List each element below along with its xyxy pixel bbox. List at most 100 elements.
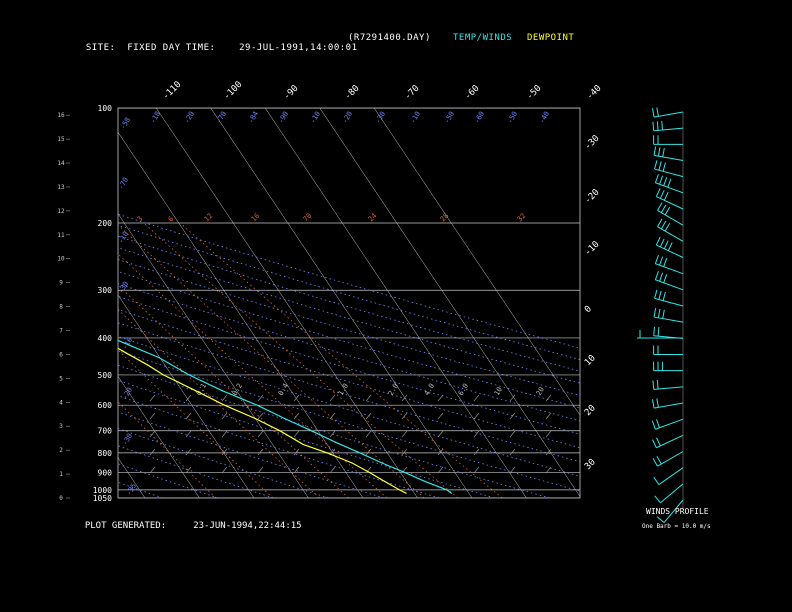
dry-adiabat-label: -84 [247,110,260,125]
moist-adiabat-tick [401,430,408,438]
legend-temp: TEMP/WINDS [453,33,513,43]
temp-label-top: -110 [161,80,183,102]
moist-adiabat-tick [185,430,192,438]
dewpoint-line-point [254,417,256,420]
moist-adiabat-tick [221,466,228,474]
dry-adiabat-label: -30 [117,280,130,295]
moist-adiabat-tick [185,466,192,474]
dry-adiabat [118,395,440,498]
wind-barb [659,190,665,199]
height-tick-label: 6 [59,351,63,358]
wind-barb-shaft [656,244,684,258]
temp-label-right: 20 [583,403,598,418]
wind-barb [651,420,656,430]
wind-barb [656,121,659,131]
moist-adiabat-tick [293,394,300,402]
moist-adiabat-tick [257,430,264,438]
wind-barb [654,174,659,183]
moist-adiabat-tick [437,394,444,402]
moist-adiabat-tick [293,466,300,474]
pressure-label: 300 [98,286,113,295]
dry-adiabat-label: -20 [183,110,196,125]
wind-barb [654,495,661,504]
dewpoint-line-point [146,364,148,366]
wind-barb-shaft [653,386,684,390]
height-tick-label: 3 [59,423,63,430]
height-tick-label: 10 [57,256,65,263]
pressure-label: 100 [98,104,113,113]
moist-adiabat-tick [401,412,408,420]
mixing-ratio-line [118,349,274,498]
isotherm-line [0,108,91,498]
wind-barb [662,309,665,319]
mixing-ratio-label: 24 [367,212,379,224]
moist-adiabat-tick [545,448,552,456]
wind-barb [653,476,660,485]
temp-label-right: -30 [583,134,602,153]
wind-barb [654,271,659,280]
mixing-ratio-label: 32 [516,212,528,224]
wind-barb [656,455,662,465]
moist-adiabat-label: 6.0 [457,382,470,397]
temperature-line-point [404,471,406,474]
moist-adiabat-tick [293,412,300,420]
time-block: TIME: 29-JUL-1991,14:00:01 [174,33,358,53]
wind-barb [660,220,667,230]
moist-adiabat-tick [545,466,552,474]
height-tick-label: 14 [57,160,65,167]
wind-barb [657,147,661,157]
dry-adiabat [118,271,580,409]
wind-barb [657,308,661,318]
mixing-ratio-label: 6 [167,215,176,224]
temperature-line-point [188,374,190,376]
moist-adiabat-tick [509,448,516,456]
wind-barb [659,238,665,248]
dry-adiabat-label: -70 [215,110,228,125]
wind-barb-shaft [655,279,684,291]
temperature-line-point [446,489,448,491]
dry-adiabat [118,411,385,498]
dewpoint-line-point [302,443,304,445]
moist-adiabat-tick [473,448,480,456]
wind-barb-shaft [657,451,684,467]
dewpoint-line-point [47,320,48,321]
temp-label-right: 30 [583,457,598,472]
moist-adiabat-tick [293,448,300,456]
grid-layer [0,108,580,498]
wind-barb [656,107,659,117]
height-tick-label: 4 [59,399,63,406]
height-tick-label: 12 [57,208,65,215]
temp-label-top: -100 [222,80,244,102]
temperature-line-point [450,492,452,494]
data-layer [47,315,452,494]
mixing-ratio-line [118,224,425,498]
moist-adiabat-label: 0.4 [277,382,290,397]
pressure-label: 700 [98,427,113,436]
generated-value: 23-JUN-1994,22:44:15 [193,521,302,531]
dry-adiabat-label: -20 [121,386,134,401]
temperature-line-point [67,315,68,316]
moist-adiabat-tick [509,430,516,438]
moist-adiabat-label: 4.0 [423,382,436,397]
header-bar: SITE: FIXED DAY [74,33,181,53]
moist-adiabat-tick [149,466,156,474]
moist-adiabat-tick [401,448,408,456]
winds-profile-note: One Barb = 10.0 m/s [642,523,711,530]
wind-barb [660,204,667,213]
dry-adiabat-label: -60 [473,110,486,125]
isotherm-line [118,294,255,498]
mixing-ratio-line [143,222,459,498]
moist-adiabat-tick [437,466,444,474]
wind-barb [662,162,666,172]
dry-adiabat-label: -30 [121,432,134,447]
dewpoint-line-point [113,345,114,346]
wind-barb-shaft [654,168,684,178]
wind-barb [654,289,658,299]
generated-block: PLOT GENERATED: 23-JUN-1994,22:44:15 [74,511,302,531]
file-name: (R7291400.DAY) [348,33,431,43]
pressure-label: 800 [98,449,113,458]
wind-barb-shaft [658,467,684,485]
temperature-line-point [256,404,258,406]
wind-barb [659,175,664,185]
temp-label-right: -10 [583,240,602,259]
